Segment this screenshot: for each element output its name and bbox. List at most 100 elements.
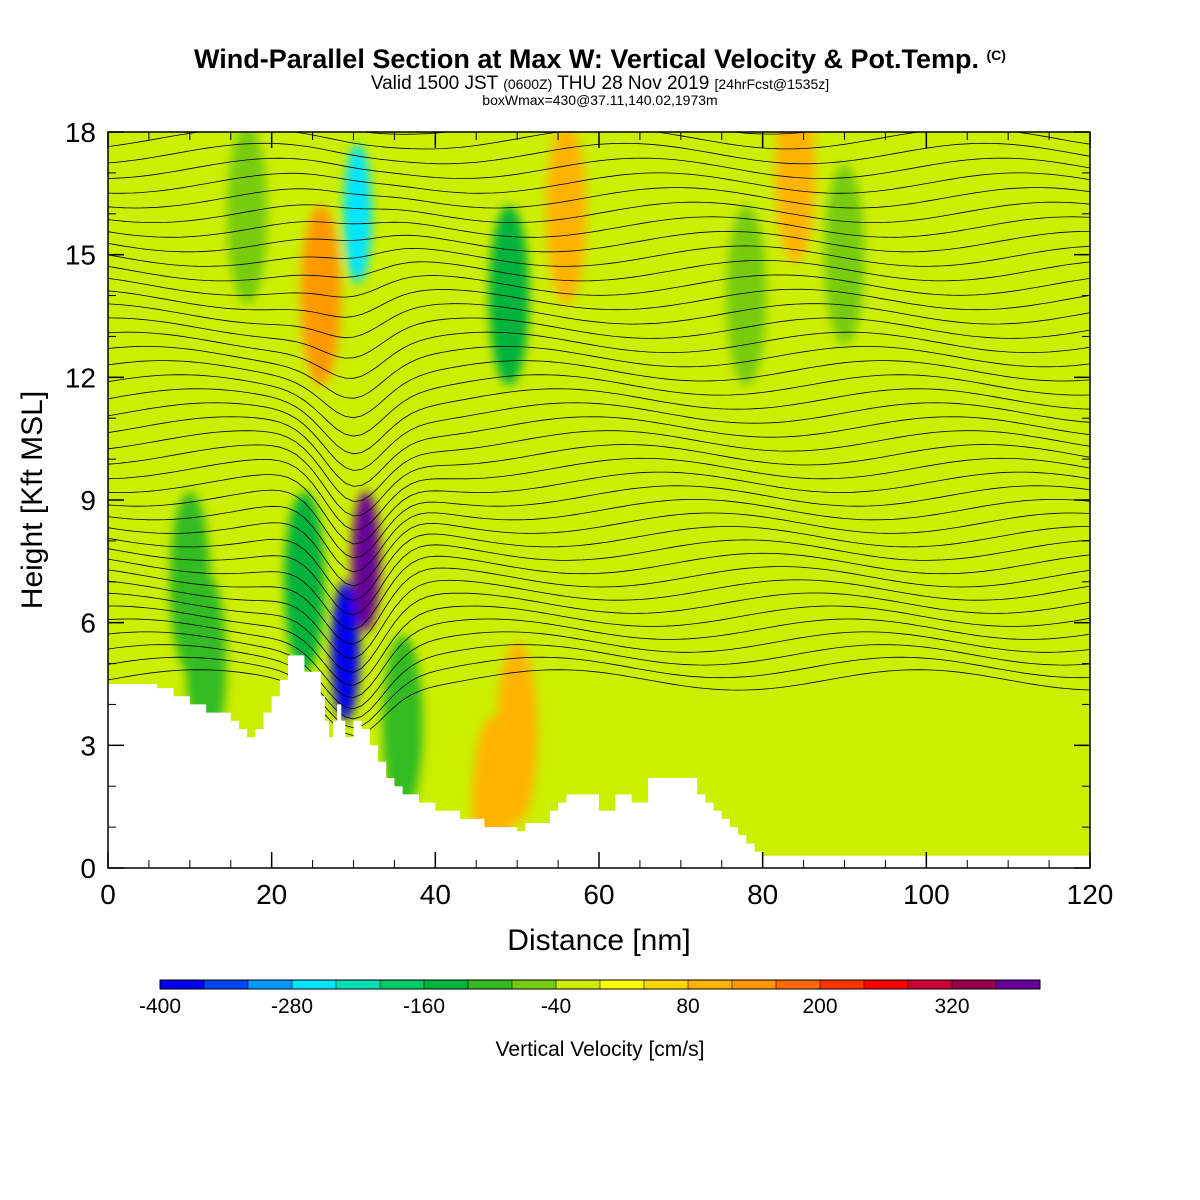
x-tick-label: 60 bbox=[583, 879, 614, 910]
chart-title-text: Wind-Parallel Section at Max W: Vertical… bbox=[194, 44, 979, 74]
chart-title: Wind-Parallel Section at Max W: Vertical… bbox=[0, 44, 1200, 75]
isentrope-line bbox=[108, 566, 1090, 645]
isentrope-line bbox=[108, 631, 1090, 710]
colorbar-tick-label: 80 bbox=[676, 995, 699, 1018]
isentrope-line bbox=[108, 216, 1090, 238]
x-tick-label: 20 bbox=[256, 879, 287, 910]
isentrope-line bbox=[108, 245, 1090, 267]
colorbar-swatch bbox=[380, 980, 425, 989]
box-wmax-info: boxWmax=430@37.11,140.02,1973m bbox=[482, 92, 718, 108]
valid-date: THU 28 Nov 2019 bbox=[557, 73, 710, 94]
x-tick-label: 100 bbox=[903, 879, 950, 910]
isentrope-line bbox=[108, 187, 1090, 209]
isentrope-line bbox=[108, 552, 1090, 631]
velocity-feature bbox=[284, 491, 325, 672]
isentrope-line bbox=[108, 457, 1090, 531]
chart-subtitle: Valid 1500 JST (0600Z) THU 28 Nov 2019 [… bbox=[0, 73, 1200, 95]
isentrope-line bbox=[108, 331, 1090, 379]
isentrope-line bbox=[108, 592, 1090, 673]
isentrope-line bbox=[108, 539, 1090, 616]
isentrope-line bbox=[108, 303, 1090, 339]
velocity-feature bbox=[343, 143, 372, 284]
colorbar-tick-label: 200 bbox=[802, 995, 837, 1018]
colorbar-swatch bbox=[600, 980, 645, 989]
isentrope-line bbox=[108, 374, 1090, 437]
colorbar-tick-label: -160 bbox=[403, 995, 445, 1018]
velocity-feature bbox=[824, 164, 865, 345]
title-mark: (C) bbox=[986, 47, 1006, 63]
valid-time-utc: (0600Z) bbox=[503, 76, 553, 92]
isentrope-line bbox=[108, 288, 1090, 318]
colorbar-swatch bbox=[776, 980, 821, 989]
colorbar-swatch bbox=[556, 980, 601, 989]
isentrope-line bbox=[108, 656, 1090, 729]
colorbar-swatch bbox=[292, 980, 337, 989]
velocity-feature bbox=[546, 132, 587, 304]
y-tick-label: 6 bbox=[80, 608, 96, 639]
isentrope-line bbox=[108, 259, 1090, 282]
isentrope-line bbox=[108, 485, 1090, 559]
colorbar-swatch bbox=[908, 980, 953, 989]
x-tick-label: 80 bbox=[747, 879, 778, 910]
terrain-mask bbox=[108, 655, 1090, 868]
y-tick-label: 3 bbox=[80, 730, 96, 761]
velocity-feature bbox=[488, 205, 529, 386]
colorbar-label: Vertical Velocity [cm/s] bbox=[495, 1038, 705, 1061]
x-tick-label: 0 bbox=[100, 879, 116, 910]
isentrope-line bbox=[108, 416, 1090, 487]
velocity-feature bbox=[775, 132, 816, 263]
y-tick-label: 18 bbox=[65, 117, 96, 148]
x-tick-label: 40 bbox=[420, 879, 451, 910]
isentrope-line bbox=[108, 388, 1090, 455]
colorbar-swatch bbox=[996, 980, 1041, 989]
colorbar-swatch bbox=[204, 980, 249, 989]
colorbar-swatch bbox=[644, 980, 689, 989]
y-axis-label: Height [Kft MSL] bbox=[16, 391, 49, 609]
isentrope-line bbox=[360, 132, 1090, 135]
colorbar-swatch bbox=[820, 980, 865, 989]
y-tick-label: 12 bbox=[65, 362, 96, 393]
colorbar-swatch bbox=[248, 980, 293, 989]
isentrope-line bbox=[108, 346, 1090, 399]
velocity-feature bbox=[351, 491, 380, 632]
isentrope-line bbox=[108, 201, 1090, 223]
colorbar-swatch bbox=[864, 980, 909, 989]
isentrope-line bbox=[108, 430, 1090, 502]
colorbar-tick-label: -40 bbox=[541, 995, 571, 1018]
colorbar-swatch bbox=[424, 980, 469, 989]
isentrope-line bbox=[108, 444, 1090, 517]
isentrope-line bbox=[108, 605, 1090, 686]
colorbar-swatch bbox=[336, 980, 381, 989]
colorbar-swatch bbox=[160, 980, 205, 989]
isentrope-line bbox=[108, 172, 1090, 194]
colorbar-tick-label: 320 bbox=[934, 995, 969, 1018]
isentrope-line bbox=[108, 317, 1090, 359]
isentrope-line bbox=[108, 157, 1090, 179]
colorbar-swatch bbox=[688, 980, 733, 989]
forecast-info: [24hrFcst@1535z] bbox=[714, 76, 830, 92]
isentrope-line bbox=[108, 526, 1090, 601]
x-tick-label: 120 bbox=[1067, 879, 1114, 910]
colorbar-tick-label: -280 bbox=[271, 995, 313, 1018]
isentrope-line bbox=[108, 512, 1090, 587]
valid-time: Valid 1500 JST bbox=[370, 73, 498, 94]
velocity-feature bbox=[726, 205, 767, 386]
velocity-feature bbox=[300, 205, 341, 386]
colorbar-swatch bbox=[732, 980, 777, 989]
isentrope-line bbox=[108, 669, 1090, 737]
isentrope-line bbox=[108, 618, 1090, 699]
y-tick-label: 0 bbox=[80, 853, 96, 884]
velocity-feature bbox=[331, 581, 360, 722]
isentrope-line bbox=[108, 471, 1090, 545]
colorbar-tick-label: -400 bbox=[139, 995, 181, 1018]
isentrope-line bbox=[108, 274, 1090, 298]
isentrope-line bbox=[108, 402, 1090, 471]
x-axis-label: Distance [nm] bbox=[507, 924, 690, 957]
colorbar-swatch bbox=[468, 980, 513, 989]
y-tick-label: 15 bbox=[65, 240, 96, 271]
isentrope-line bbox=[108, 499, 1090, 573]
colorbar-swatch bbox=[952, 980, 997, 989]
colorbar-swatch bbox=[512, 980, 557, 989]
velocity-feature bbox=[227, 132, 268, 304]
